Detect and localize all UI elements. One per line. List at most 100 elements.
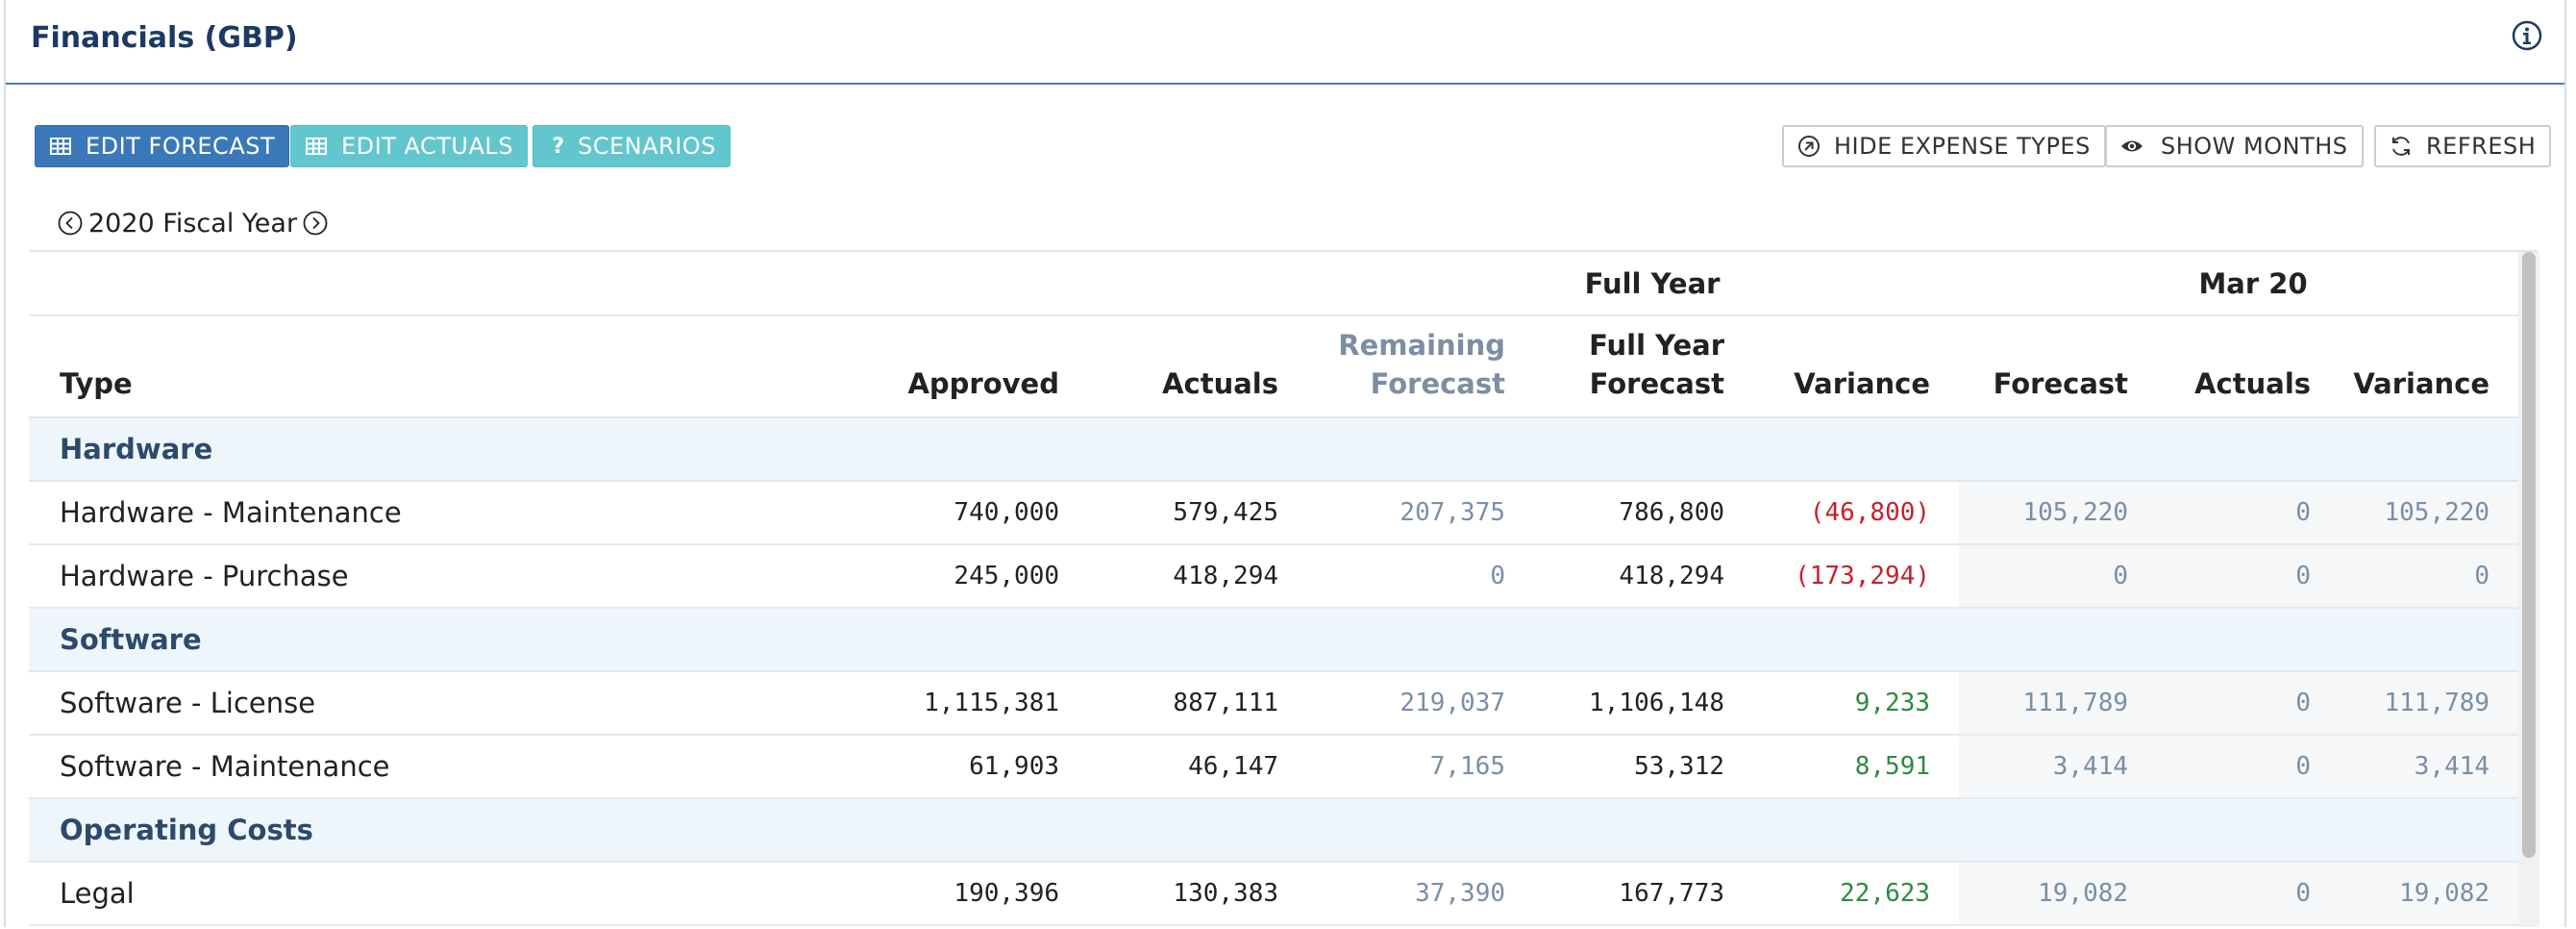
- cell-month-actuals: 0: [2157, 735, 2340, 798]
- table-row[interactable]: Legal 190,396 130,383 37,390 167,773 22,…: [29, 862, 2518, 925]
- col-header-month-forecast[interactable]: Forecast: [1959, 315, 2157, 417]
- cell-approved: 190,396: [865, 862, 1088, 925]
- category-label: Hardware: [29, 417, 2518, 481]
- cell-actuals: 130,383: [1088, 862, 1307, 925]
- cell-variance: 8,591: [1753, 735, 1959, 798]
- category-row-software: Software: [29, 608, 2518, 671]
- info-circle-icon[interactable]: [2511, 19, 2543, 52]
- table-grid-icon: [49, 135, 72, 158]
- cell-month-forecast: 3,414: [1959, 735, 2157, 798]
- cell-remaining-forecast: 207,375: [1307, 481, 1534, 544]
- cell-actuals: 46,147: [1088, 735, 1307, 798]
- edit-forecast-button[interactable]: EDIT FORECAST: [35, 125, 289, 167]
- refresh-icon: [2390, 135, 2413, 158]
- table-row[interactable]: Hardware - Maintenance 740,000 579,425 2…: [29, 481, 2518, 544]
- eye-icon: [2120, 135, 2143, 158]
- cell-month-actuals: 0: [2157, 671, 2340, 735]
- group-header-month: Mar 20: [1959, 252, 2518, 315]
- cell-month-forecast: 0: [1959, 544, 2157, 608]
- cell-variance: (46,800): [1753, 481, 1959, 544]
- col-header-fyf-line2: Forecast: [1534, 364, 1724, 403]
- cell-full-year-forecast: 167,773: [1534, 862, 1753, 925]
- cell-approved: 1,115,381: [865, 671, 1088, 735]
- cell-month-actuals: 0: [2157, 862, 2340, 925]
- cell-month-forecast: 19,082: [1959, 862, 2157, 925]
- cell-remaining-forecast: 37,390: [1307, 862, 1534, 925]
- panel-header: Financials (GBP): [6, 0, 2564, 85]
- scenarios-button[interactable]: ? SCENARIOS: [533, 125, 731, 167]
- edit-actuals-button[interactable]: EDIT ACTUALS: [290, 125, 528, 167]
- scenarios-label: SCENARIOS: [578, 133, 716, 160]
- cell-month-forecast: 111,789: [1959, 671, 2157, 735]
- group-header-full-year: Full Year: [1307, 252, 1959, 315]
- col-header-approved[interactable]: Approved: [865, 315, 1088, 417]
- cell-actuals: 579,425: [1088, 481, 1307, 544]
- cell-remaining-forecast: 7,165: [1307, 735, 1534, 798]
- cell-type: Legal: [29, 862, 865, 925]
- col-header-variance[interactable]: Variance: [1753, 315, 1959, 417]
- col-header-month-actuals[interactable]: Actuals: [2157, 315, 2340, 417]
- category-row-hardware: Hardware: [29, 417, 2518, 481]
- table-grid-icon: [305, 135, 328, 158]
- refresh-button[interactable]: REFRESH: [2374, 125, 2551, 167]
- col-header-actuals[interactable]: Actuals: [1088, 315, 1307, 417]
- cell-variance: 9,233: [1753, 671, 1959, 735]
- cell-remaining-forecast: 0: [1307, 544, 1534, 608]
- category-label: Software: [29, 608, 2518, 671]
- financials-table-container: Full Year Mar 20 Type Approved Actuals R…: [29, 250, 2538, 929]
- cell-full-year-forecast: 53,312: [1534, 735, 1753, 798]
- question-mark-icon: ?: [547, 135, 570, 158]
- cell-variance: 22,623: [1753, 862, 1959, 925]
- fiscal-year-nav: 2020 Fiscal Year: [58, 206, 328, 240]
- edit-actuals-label: EDIT ACTUALS: [341, 133, 513, 160]
- chevron-left-icon[interactable]: [58, 211, 83, 236]
- chevron-right-icon[interactable]: [303, 211, 328, 236]
- financials-table: Full Year Mar 20 Type Approved Actuals R…: [29, 252, 2518, 926]
- hide-expense-types-button[interactable]: HIDE EXPENSE TYPES: [1782, 125, 2106, 167]
- show-months-label: SHOW MONTHS: [2161, 133, 2348, 160]
- cell-full-year-forecast: 1,106,148: [1534, 671, 1753, 735]
- column-header-row: Type Approved Actuals Remaining Forecast…: [29, 315, 2518, 417]
- circle-arrow-icon: [1797, 135, 1821, 158]
- cell-full-year-forecast: 418,294: [1534, 544, 1753, 608]
- show-months-button[interactable]: SHOW MONTHS: [2105, 125, 2364, 167]
- cell-month-actuals: 0: [2157, 544, 2340, 608]
- col-header-remaining-line1: Remaining: [1307, 326, 1505, 364]
- cell-actuals: 418,294: [1088, 544, 1307, 608]
- cell-month-variance: 0: [2340, 544, 2518, 608]
- table-row[interactable]: Hardware - Purchase 245,000 418,294 0 41…: [29, 544, 2518, 608]
- cell-month-variance: 19,082: [2340, 862, 2518, 925]
- cell-full-year-forecast: 786,800: [1534, 481, 1753, 544]
- panel-title: Financials (GBP): [31, 21, 298, 55]
- col-header-type[interactable]: Type: [29, 315, 865, 417]
- cell-month-forecast: 105,220: [1959, 481, 2157, 544]
- cell-variance: (173,294): [1753, 544, 1959, 608]
- col-header-remaining-forecast[interactable]: Remaining Forecast: [1307, 315, 1534, 417]
- cell-month-variance: 105,220: [2340, 481, 2518, 544]
- column-group-row: Full Year Mar 20: [29, 252, 2518, 315]
- table-row[interactable]: Software - Maintenance 61,903 46,147 7,1…: [29, 735, 2518, 798]
- cell-approved: 740,000: [865, 481, 1088, 544]
- cell-type: Hardware - Maintenance: [29, 481, 865, 544]
- cell-approved: 61,903: [865, 735, 1088, 798]
- cell-remaining-forecast: 219,037: [1307, 671, 1534, 735]
- refresh-label: REFRESH: [2426, 133, 2536, 160]
- category-row-operating-costs: Operating Costs: [29, 798, 2518, 862]
- col-header-fyf-line1: Full Year: [1534, 326, 1724, 364]
- category-label: Operating Costs: [29, 798, 2518, 862]
- cell-month-actuals: 0: [2157, 481, 2340, 544]
- fiscal-year-label: 2020 Fiscal Year: [88, 209, 297, 239]
- col-header-full-year-forecast[interactable]: Full Year Forecast: [1534, 315, 1753, 417]
- cell-approved: 245,000: [865, 544, 1088, 608]
- cell-type: Software - License: [29, 671, 865, 735]
- cell-type: Software - Maintenance: [29, 735, 865, 798]
- cell-actuals: 887,111: [1088, 671, 1307, 735]
- cell-month-variance: 111,789: [2340, 671, 2518, 735]
- col-header-remaining-line2: Forecast: [1307, 364, 1505, 403]
- cell-month-variance: 3,414: [2340, 735, 2518, 798]
- hide-expense-types-label: HIDE EXPENSE TYPES: [1834, 133, 2091, 160]
- edit-forecast-label: EDIT FORECAST: [86, 133, 275, 160]
- cell-type: Hardware - Purchase: [29, 544, 865, 608]
- table-row[interactable]: Software - License 1,115,381 887,111 219…: [29, 671, 2518, 735]
- col-header-month-variance[interactable]: Variance: [2340, 315, 2518, 417]
